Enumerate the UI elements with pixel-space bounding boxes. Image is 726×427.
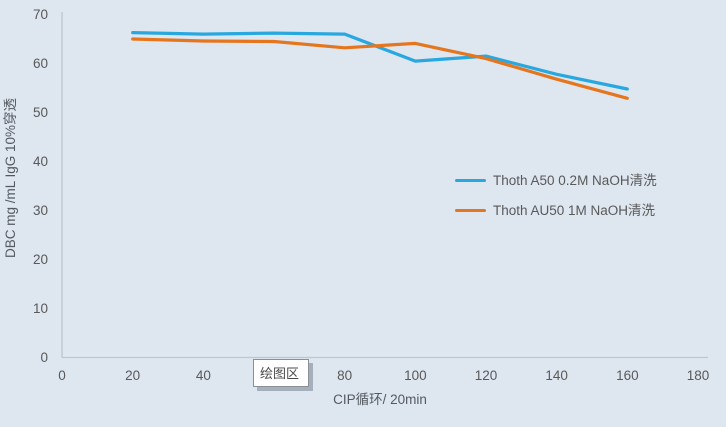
- series-lines: [131, 30, 629, 100]
- x-axis-title: CIP循环/ 20min: [333, 392, 427, 407]
- tick-labels: 010203040506070020406080100120140160180: [33, 7, 709, 383]
- x-tick-label: 40: [196, 368, 211, 383]
- y-tick-label: 60: [33, 56, 48, 71]
- legend-label: Thoth AU50 1M NaOH清洗: [493, 203, 656, 218]
- y-tick-label: 70: [33, 7, 48, 22]
- y-axis-title: DBC mg /mL IgG 10%穿透: [3, 97, 18, 258]
- legend-item-0[interactable]: Thoth A50 0.2M NaOH清洗: [455, 172, 657, 189]
- x-tick-label: 140: [545, 368, 568, 383]
- x-tick-label: 100: [404, 368, 427, 383]
- y-tick-label: 30: [33, 203, 48, 218]
- tooltip-label: 绘图区: [260, 366, 300, 381]
- y-tick-label: 40: [33, 154, 48, 169]
- y-tick-label: 10: [33, 301, 48, 316]
- legend-item-1[interactable]: Thoth AU50 1M NaOH清洗: [455, 202, 657, 219]
- x-tick-label: 80: [337, 368, 352, 383]
- y-tick-label: 50: [33, 105, 48, 120]
- y-tick-label: 20: [33, 252, 48, 267]
- legend-label: Thoth A50 0.2M NaOH清洗: [493, 173, 657, 188]
- x-tick-label: 180: [687, 368, 710, 383]
- y-tick-label: 0: [40, 350, 48, 365]
- legend-line-swatch: [455, 208, 486, 213]
- legend: Thoth A50 0.2M NaOH清洗 Thoth AU50 1M NaOH清…: [455, 172, 657, 232]
- x-tick-label: 160: [616, 368, 639, 383]
- x-tick-label: 20: [125, 368, 140, 383]
- plot-area-tooltip: 绘图区: [253, 359, 310, 387]
- x-tick-label: 0: [58, 368, 66, 383]
- x-tick-label: 120: [475, 368, 498, 383]
- legend-line-swatch: [455, 178, 486, 183]
- series-line-1[interactable]: [131, 37, 629, 100]
- series-line-0[interactable]: [131, 30, 629, 91]
- axes: [61, 12, 708, 359]
